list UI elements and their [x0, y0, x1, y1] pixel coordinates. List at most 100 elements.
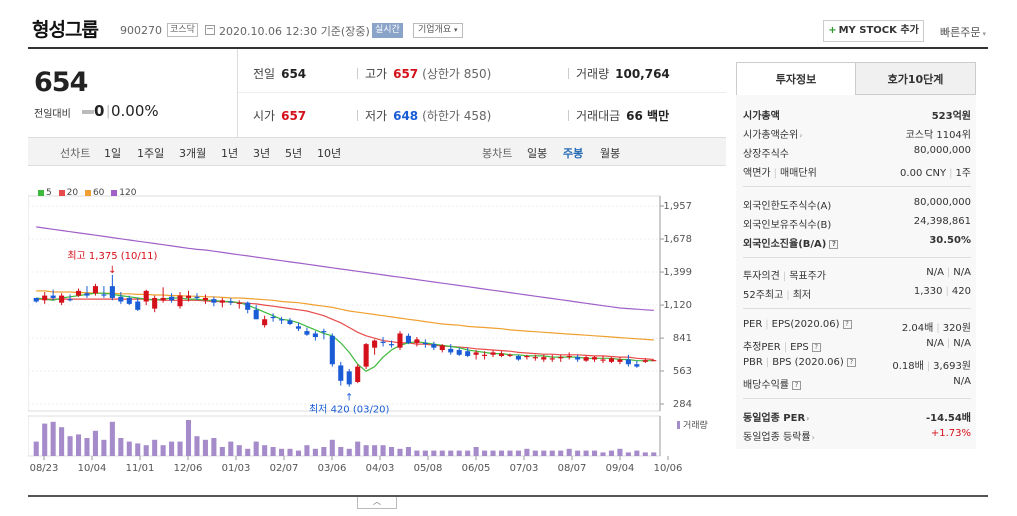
- y-tick-label: 841: [673, 333, 692, 344]
- x-tick-label: 06/05: [462, 463, 491, 474]
- candle-body: [118, 296, 124, 302]
- volume-bar: [92, 430, 98, 456]
- candle-body: [202, 297, 208, 301]
- period-10y[interactable]: 10년: [317, 147, 342, 160]
- period-3m[interactable]: 3개월: [179, 147, 207, 160]
- candle-daily[interactable]: 일봉: [527, 147, 548, 160]
- candle-body: [50, 295, 56, 298]
- volume-bar: [143, 445, 149, 456]
- market-cap-row: 시가총액 523억원: [743, 111, 971, 122]
- period-3y[interactable]: 3년: [253, 147, 271, 160]
- candle-body: [219, 300, 225, 303]
- help-icon[interactable]: ?: [829, 239, 839, 249]
- volume-bar: [101, 439, 107, 456]
- candle-body: [608, 358, 615, 362]
- volume-bar: [169, 441, 175, 456]
- period-1d[interactable]: 1일: [104, 147, 122, 160]
- volume-bar: [642, 452, 648, 456]
- help-icon[interactable]: ?: [811, 342, 821, 352]
- plus-icon: +: [828, 25, 837, 36]
- candle-body: [109, 286, 115, 298]
- x-tick-label: 07/03: [510, 463, 539, 474]
- candle-body: [42, 295, 48, 301]
- volume-bar: [160, 445, 166, 456]
- dividend-row: 배당수익률? N/A: [743, 376, 971, 391]
- 52week-row: 52주최고 | 최저 1,330 | 420: [743, 286, 971, 301]
- candle-body: [575, 357, 581, 360]
- candle-body: [414, 339, 420, 343]
- volume-bar: [287, 448, 293, 456]
- period-1y[interactable]: 1년: [221, 147, 239, 160]
- x-tick-label: 12/06: [174, 463, 203, 474]
- price-chart[interactable]: 1,957 1,678 1,399 1,120 841 563 284 최고 1,375 (1…: [28, 166, 726, 496]
- y-tick-label: 1,678: [663, 234, 692, 245]
- help-icon[interactable]: ?: [792, 380, 801, 390]
- volume-bar: [211, 438, 217, 456]
- volume-bar: [575, 450, 581, 456]
- volume-bar: [482, 450, 488, 456]
- price-summary: 654 전일대비 0 | 0.00% 전일 654 고가 657 (상한가 850) …: [28, 49, 726, 138]
- candle-body: [194, 296, 200, 298]
- company-name: 형성그룹: [32, 19, 99, 41]
- candle-body: [634, 364, 640, 367]
- candle-body: [617, 359, 623, 362]
- prev-close: 전일 654: [253, 67, 307, 81]
- volume-legend-swatch: [677, 421, 680, 429]
- trade-amount: 거래대금 66 백만: [576, 109, 670, 123]
- realtime-button[interactable]: 실시간: [372, 23, 403, 38]
- x-tick-label: 02/07: [270, 463, 299, 474]
- candle-body: [152, 297, 158, 309]
- volume-bar: [236, 445, 242, 456]
- calendar-icon: [205, 25, 215, 35]
- help-icon[interactable]: ?: [842, 319, 852, 329]
- down-arrow-icon: ↓: [108, 265, 116, 276]
- volume-bar: [346, 448, 352, 456]
- candle-body: [185, 295, 192, 298]
- per-eps-row: PER | EPS(2020.06)? 2.04배 | 320원: [743, 319, 971, 334]
- volume-bar: [67, 436, 73, 456]
- sector-per-row[interactable]: 동일업종 PER› -14.54배: [743, 413, 971, 424]
- sector-rate-row[interactable]: 동일업종 등락률› +1.73%: [743, 428, 971, 443]
- candle-monthly[interactable]: 월봉: [600, 147, 621, 160]
- candle-body: [160, 297, 166, 301]
- volume-bar: [473, 447, 479, 456]
- quick-order-link[interactable]: 빠른주문 ▾: [940, 26, 986, 39]
- candle-body: [236, 302, 242, 304]
- candle-body: [211, 299, 217, 303]
- par-value-row: 액면가 | 매매단위 0.00 CNY | 1주: [743, 168, 971, 179]
- volume-bar: [202, 439, 208, 456]
- tab-investment-info[interactable]: 투자정보: [736, 62, 856, 95]
- volume-bar: [617, 448, 623, 456]
- volume-bar: [59, 427, 65, 456]
- candle-body: [143, 290, 149, 302]
- change-value: 0: [94, 102, 105, 120]
- tab-orderbook[interactable]: 호가10단계: [856, 62, 976, 95]
- legend-swatch: [111, 190, 118, 196]
- add-mystock-button[interactable]: + MY STOCK 추가: [823, 20, 924, 42]
- period-5y[interactable]: 5년: [285, 147, 303, 160]
- candle-body: [59, 295, 65, 303]
- ma120-line: [36, 226, 654, 311]
- pbr-bps-row: PBR | BPS (2020.06)? 0.18배 | 3,693원: [743, 357, 971, 372]
- volume-bar: [118, 438, 124, 456]
- candle-weekly[interactable]: 주봉: [563, 147, 584, 160]
- volume-bar: [608, 450, 615, 456]
- volume-bar: [270, 447, 276, 456]
- market-cap-rank-row[interactable]: 시가총액순위› 코스닥 1104위: [743, 130, 971, 141]
- candle-body: [380, 341, 386, 343]
- x-tick-label: 04/03: [366, 463, 395, 474]
- volume-bar: [541, 450, 547, 456]
- expand-chart-handle[interactable]: ︿: [357, 497, 397, 509]
- volume-bar: [558, 450, 564, 456]
- x-tick-label: 11/01: [126, 463, 155, 474]
- foreign-ratio-row: 외국인소진율(B/A)? 30.50%: [743, 235, 971, 250]
- shares-row: 상장주식수 80,000,000: [743, 145, 971, 160]
- top-divider: [28, 47, 988, 49]
- period-1w[interactable]: 1주일: [137, 147, 165, 160]
- legend-ma60: 60: [92, 188, 105, 198]
- volume-bar: [651, 452, 657, 456]
- volume-bar: [253, 441, 259, 456]
- candle-body: [549, 358, 555, 360]
- company-overview-dropdown[interactable]: 기업개요 ▾: [413, 23, 463, 38]
- help-icon[interactable]: ?: [846, 357, 856, 367]
